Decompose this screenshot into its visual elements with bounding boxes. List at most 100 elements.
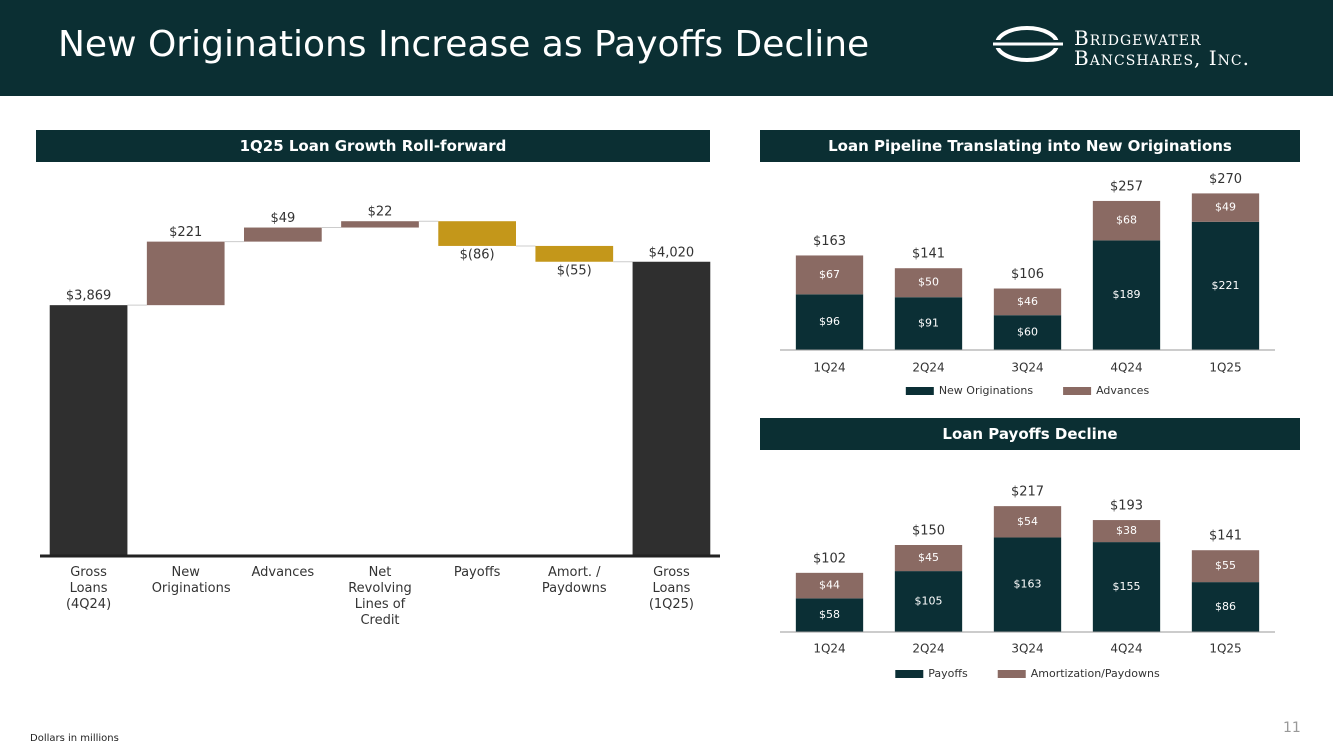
x-tick-label: 1Q24 <box>813 361 845 375</box>
legend-label: New Originations <box>939 384 1034 397</box>
x-tick-label: Net Revolving Lines of Credit <box>348 565 412 628</box>
x-tick-label: New Originations <box>151 565 231 596</box>
bar <box>535 245 614 262</box>
legend-swatch <box>1063 387 1092 395</box>
x-tick-label: 3Q24 <box>1011 642 1043 656</box>
legend-label: Payoffs <box>928 667 968 680</box>
footnote: Dollars in millions <box>30 733 119 744</box>
x-tick-label: 2Q24 <box>912 361 944 375</box>
x-tick-label: 4Q24 <box>1110 361 1142 375</box>
value-label: $(86) <box>460 247 495 262</box>
logo-icon <box>993 26 1063 62</box>
segment-label: $189 <box>1113 288 1141 301</box>
legend-swatch <box>905 387 934 395</box>
segment-label: $55 <box>1215 559 1236 572</box>
segment-label: $60 <box>1017 326 1038 339</box>
segment-label: $50 <box>918 276 939 289</box>
bar-segment <box>894 571 963 632</box>
x-tick-label: 2Q24 <box>912 642 944 656</box>
bar <box>438 221 516 246</box>
bar-segment <box>1092 200 1161 241</box>
segment-label: $46 <box>1017 295 1038 308</box>
slide-title: New Originations Increase as Payoffs Dec… <box>58 24 870 65</box>
segment-label: $86 <box>1215 600 1236 613</box>
bar-segment <box>993 315 1062 350</box>
x-tick-label: Gross Loans (1Q25) <box>648 565 695 612</box>
legend-swatch <box>997 670 1026 678</box>
segment-label: $91 <box>918 317 939 330</box>
bar-segment <box>993 537 1062 632</box>
segment-label: $67 <box>819 268 840 281</box>
segment-label: $49 <box>1215 201 1236 214</box>
total-label: $141 <box>1209 529 1242 544</box>
x-tick-label: Gross Loans (4Q24) <box>65 565 112 612</box>
segment-label: $54 <box>1017 515 1038 528</box>
value-label: $(55) <box>557 263 592 278</box>
section-title: 1Q25 Loan Growth Roll-forward <box>36 130 710 162</box>
bar-segment <box>795 294 864 350</box>
bar-segment <box>1191 550 1260 583</box>
total-label: $150 <box>912 524 945 539</box>
logo-text: Bancshares, Inc. <box>1074 46 1250 70</box>
bar-segment <box>1191 193 1260 222</box>
bar <box>244 227 322 242</box>
x-tick-label: 1Q25 <box>1209 361 1241 375</box>
bar-segment <box>795 598 864 632</box>
section-title: Loan Payoffs Decline <box>760 418 1300 450</box>
section-title: Loan Pipeline Translating into New Origi… <box>760 130 1300 162</box>
segment-label: $221 <box>1212 279 1240 292</box>
bar <box>49 305 128 555</box>
x-tick-label: Payoffs <box>453 565 501 580</box>
logo-text: Bridgewater <box>1074 26 1202 50</box>
x-tick-label: Advances <box>251 565 315 580</box>
total-label: $163 <box>813 234 846 249</box>
total-label: $257 <box>1110 179 1143 194</box>
legend-swatch <box>895 670 924 678</box>
legend-label: Amortization/Paydowns <box>1031 667 1160 680</box>
header-bar: New Originations Increase as Payoffs Dec… <box>0 0 1333 96</box>
bar-segment <box>1092 542 1161 632</box>
x-tick-label: 1Q25 <box>1209 642 1241 656</box>
bar <box>632 261 711 555</box>
segment-label: $96 <box>819 315 840 328</box>
bar-segment <box>894 545 963 572</box>
value-label: $221 <box>169 225 202 240</box>
x-tick-label: 4Q24 <box>1110 642 1142 656</box>
x-tick-label: Amort. / Paydowns <box>541 565 607 596</box>
total-label: $102 <box>813 551 846 566</box>
segment-label: $38 <box>1116 524 1137 537</box>
segment-label: $105 <box>915 595 943 608</box>
bar-segment <box>795 255 864 295</box>
value-label: $3,869 <box>66 289 112 304</box>
bar-segment <box>1191 582 1260 632</box>
total-label: $141 <box>912 247 945 262</box>
value-label: $4,020 <box>649 245 695 260</box>
total-label: $270 <box>1209 172 1242 187</box>
segment-label: $44 <box>819 579 840 592</box>
page-number: 11 <box>1283 720 1301 736</box>
bar-segment <box>1191 221 1260 350</box>
segment-label: $68 <box>1116 214 1137 227</box>
legend-label: Advances <box>1096 384 1149 397</box>
bar-segment <box>894 297 963 350</box>
bar-segment <box>993 506 1062 538</box>
x-tick-label: 1Q24 <box>813 642 845 656</box>
bar-segment <box>1092 240 1161 350</box>
bar-segment <box>1092 520 1161 543</box>
segment-label: $155 <box>1113 580 1141 593</box>
segment-label: $45 <box>918 551 939 564</box>
segment-label: $163 <box>1014 578 1042 591</box>
bar-segment <box>993 288 1062 316</box>
total-label: $217 <box>1011 485 1044 500</box>
bar <box>341 221 419 228</box>
bar-segment <box>894 268 963 298</box>
value-label: $22 <box>368 205 393 220</box>
total-label: $106 <box>1011 267 1044 282</box>
value-label: $49 <box>270 211 295 226</box>
bar <box>146 241 225 306</box>
total-label: $193 <box>1110 499 1143 514</box>
bar-segment <box>795 572 864 599</box>
x-tick-label: 3Q24 <box>1011 361 1043 375</box>
